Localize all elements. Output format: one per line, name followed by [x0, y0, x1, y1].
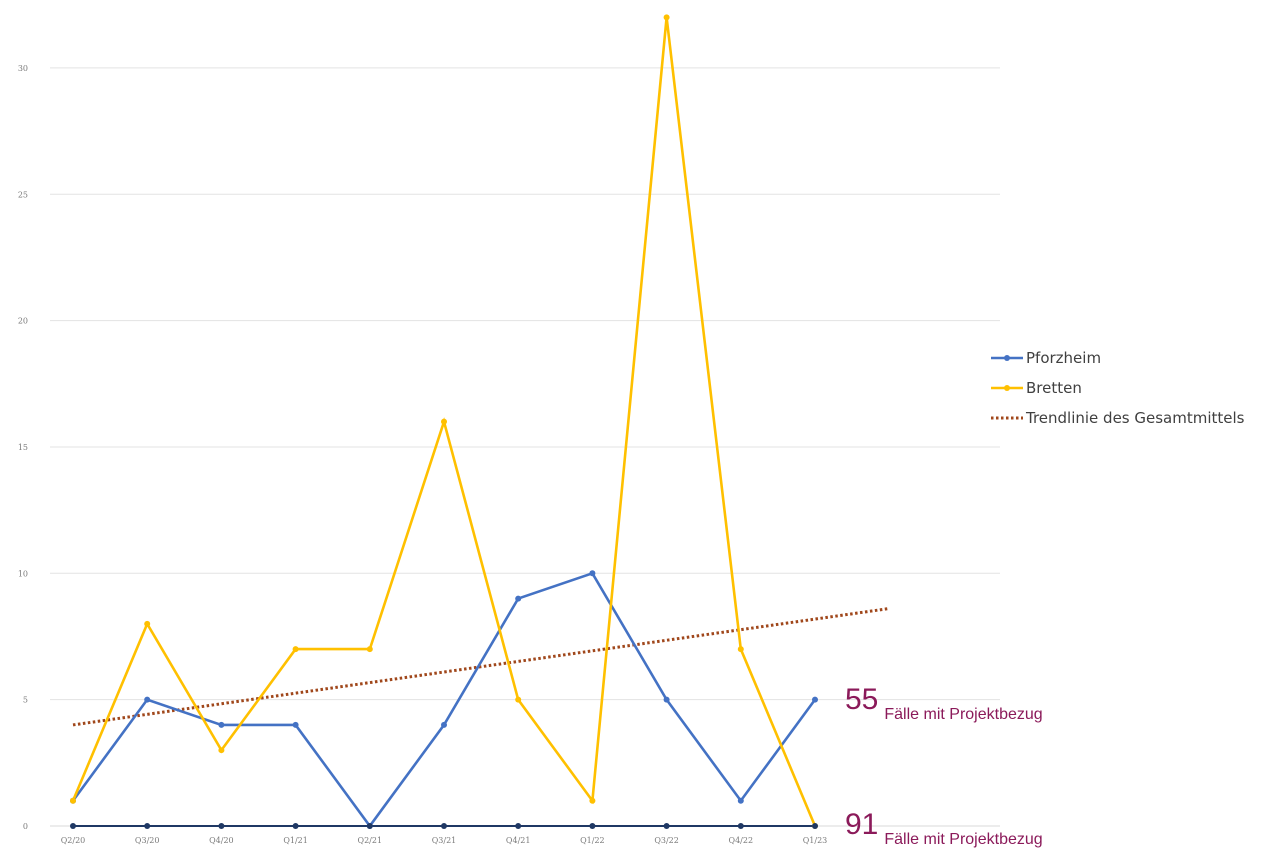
- trendline: [72, 607, 889, 727]
- point-pforzheim: [812, 696, 818, 703]
- point-baseline: [292, 823, 299, 829]
- x-tick-label: Q4/20: [209, 836, 234, 845]
- legend-swatch-pforzheim: [991, 355, 1023, 361]
- trendline-line: [72, 607, 889, 727]
- legend-item-bretten: Bretten: [990, 373, 1245, 403]
- x-tick-label: Q3/21: [432, 836, 457, 845]
- point-baseline: [144, 823, 151, 829]
- x-tick-label: Q1/21: [283, 836, 308, 845]
- annotation-91-text: Fälle mit Projektbezug: [884, 831, 1043, 848]
- point-pforzheim: [737, 797, 744, 804]
- point-bretten: [144, 620, 151, 627]
- point-pforzheim: [144, 696, 151, 703]
- x-axis-ticks: Q2/20 Q3/20 Q4/20 Q1/21 Q2/21 Q3/21 Q4/21 Q1/22…: [61, 836, 828, 845]
- x-tick-label: Q1/22: [580, 836, 605, 845]
- point-baseline: [737, 823, 744, 829]
- annotation-91: 91 Fälle mit Projektbezug: [845, 808, 1043, 848]
- legend-item-trendline: Trendlinie des Gesamtmittels: [990, 403, 1245, 433]
- annotation-55-text: Fälle mit Projektbezug: [884, 706, 1043, 723]
- y-tick-label: 10: [18, 569, 28, 578]
- point-baseline: [366, 823, 373, 829]
- x-tick-label: Q3/20: [135, 836, 160, 845]
- y-tick-label: 15: [18, 443, 28, 452]
- point-baseline: [812, 823, 818, 829]
- series-points: [70, 14, 818, 829]
- point-baseline: [70, 823, 76, 829]
- point-pforzheim: [218, 721, 225, 728]
- point-pforzheim: [441, 721, 447, 728]
- legend: Pforzheim Bretten Trendlinie des Gesamtm…: [990, 343, 1245, 433]
- point-pforzheim: [292, 721, 299, 728]
- y-tick-label: 30: [18, 64, 28, 73]
- annotation-55: 55 Fälle mit Projektbezug: [845, 683, 1043, 723]
- y-tick-label: 0: [23, 822, 28, 831]
- point-bretten: [441, 418, 447, 425]
- point-bretten: [70, 797, 76, 804]
- legend-label-pforzheim: Pforzheim: [1026, 349, 1102, 367]
- point-bretten: [737, 646, 744, 653]
- point-bretten: [366, 646, 373, 653]
- legend-item-pforzheim: Pforzheim: [990, 343, 1245, 373]
- x-tick-label: Q1/23: [803, 836, 828, 845]
- y-tick-label: 20: [18, 317, 28, 326]
- legend-swatch-bretten: [991, 385, 1023, 391]
- x-tick-label: Q4/21: [506, 836, 531, 845]
- point-bretten: [589, 797, 596, 804]
- point-baseline: [663, 823, 670, 829]
- point-bretten: [663, 14, 670, 21]
- point-pforzheim: [515, 595, 522, 602]
- legend-swatch-trendline: [991, 416, 1023, 420]
- point-bretten: [292, 646, 299, 653]
- x-tick-label: Q2/21: [358, 836, 383, 845]
- point-bretten: [515, 696, 522, 703]
- point-pforzheim: [663, 696, 670, 703]
- point-baseline: [589, 823, 596, 829]
- legend-label-bretten: Bretten: [1026, 379, 1082, 397]
- point-baseline: [218, 823, 225, 829]
- point-bretten: [218, 747, 225, 754]
- x-tick-label: Q4/22: [729, 836, 754, 845]
- point-baseline: [441, 823, 447, 829]
- annotation-91-number: 91: [845, 808, 879, 841]
- y-tick-label: 5: [23, 696, 28, 705]
- x-tick-label: Q3/22: [654, 836, 679, 845]
- point-baseline: [515, 823, 522, 829]
- y-tick-label: 25: [18, 190, 28, 199]
- legend-label-trendline: Trendlinie des Gesamtmittels: [1026, 409, 1245, 427]
- y-axis-ticks: 0 5 10 15 20 25 30: [18, 64, 28, 831]
- annotation-55-number: 55: [845, 683, 879, 716]
- point-pforzheim: [589, 570, 596, 577]
- x-tick-label: Q2/20: [61, 836, 86, 845]
